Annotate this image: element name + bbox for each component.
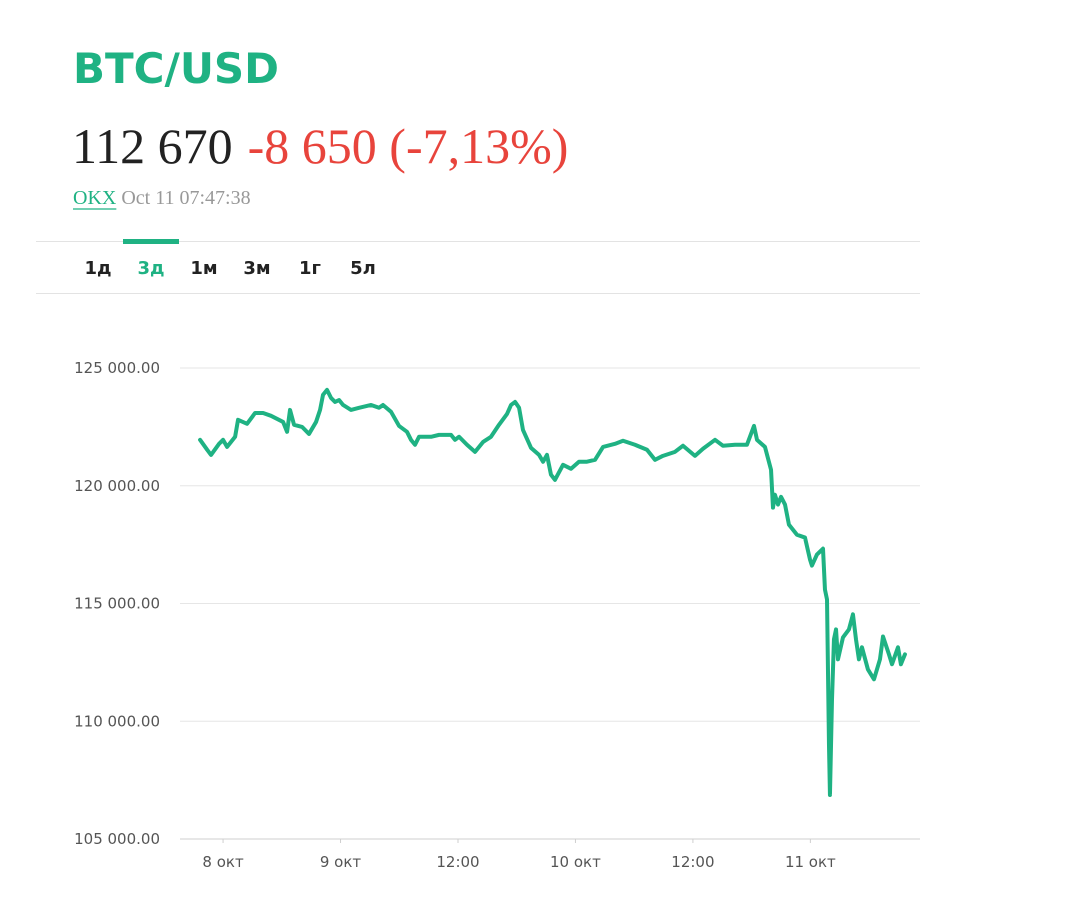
- source-link[interactable]: OKX: [73, 187, 117, 209]
- active-tab-indicator: [123, 239, 179, 244]
- x-tick-label: 10 окт: [550, 853, 601, 871]
- price-change: -8 650 (-7,13%): [248, 118, 569, 174]
- y-tick-label: 115 000.00: [74, 595, 160, 613]
- x-tick-label: 11 окт: [785, 853, 836, 871]
- period-tab[interactable]: 3м: [243, 258, 270, 279]
- period-tab[interactable]: 3д: [137, 258, 164, 279]
- y-tick-label: 110 000.00: [74, 712, 160, 730]
- period-tab[interactable]: 1г: [299, 258, 321, 279]
- instrument-title: BTC/USD: [73, 44, 279, 93]
- period-tab[interactable]: 5л: [350, 258, 376, 279]
- period-tab[interactable]: 1д: [84, 258, 111, 279]
- period-tab[interactable]: 1м: [190, 258, 217, 279]
- x-tick-label: 12:00: [671, 853, 714, 871]
- timestamp: Oct 11 07:47:38: [121, 187, 250, 209]
- price: 112 670: [72, 118, 233, 174]
- price-line: [198, 387, 907, 797]
- y-tick-label: 105 000.00: [74, 830, 160, 848]
- x-tick-label: 12:00: [436, 853, 479, 871]
- x-tick-label: 8 окт: [202, 853, 244, 871]
- y-tick-label: 125 000.00: [74, 359, 160, 377]
- x-tick-label: 9 окт: [320, 853, 362, 871]
- y-tick-label: 120 000.00: [74, 477, 160, 495]
